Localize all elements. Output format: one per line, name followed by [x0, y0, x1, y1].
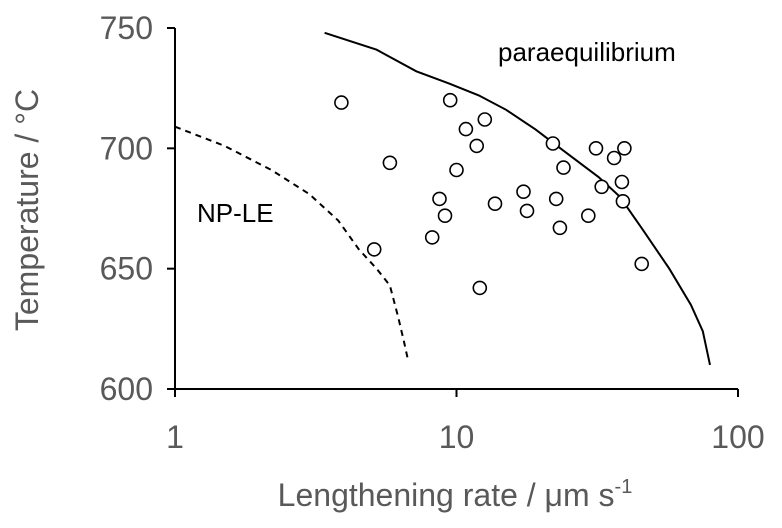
curves [174, 31, 711, 366]
y-tick-label: 750 [100, 10, 153, 46]
ticks: 600 650 700 750 1 10 100 [100, 10, 765, 455]
data-point [366, 242, 382, 257]
x-axis-title: Lengthening rate / μm s-1 [278, 476, 633, 513]
data-point [334, 95, 349, 110]
data-point [442, 92, 458, 108]
data-points [334, 92, 650, 296]
x-axis-title-superscript: -1 [615, 476, 633, 498]
data-point [449, 162, 464, 178]
data-point [424, 230, 440, 245]
data-point [580, 208, 596, 223]
data-point [437, 208, 453, 223]
x-axis-title-text: Lengthening rate / μm s [278, 477, 615, 513]
x-tick-label: 1 [166, 419, 184, 455]
y-tick-label: 700 [100, 130, 153, 166]
data-point [617, 141, 632, 156]
data-point [469, 138, 485, 154]
data-point [556, 160, 571, 175]
data-point [487, 196, 503, 211]
x-tick-label: 10 [439, 419, 475, 455]
data-point [548, 191, 564, 207]
y-tick-label: 600 [100, 371, 153, 407]
data-point [519, 203, 535, 219]
data-point [477, 112, 493, 127]
data-point [458, 121, 474, 137]
annotation-np-le: NP-LE [197, 198, 274, 228]
data-point [634, 256, 650, 272]
data-point [615, 194, 631, 209]
annotation-paraequilibrium: paraequilibrium [498, 37, 676, 67]
data-point [545, 136, 561, 151]
data-point [606, 150, 622, 166]
paraequilibrium-boundary-line [324, 31, 711, 366]
data-point [614, 174, 630, 190]
x-tick-label: 100 [711, 419, 764, 455]
data-point [516, 184, 531, 199]
data-point [552, 220, 568, 236]
data-point [382, 155, 398, 171]
np-le-boundary-line [174, 125, 409, 358]
data-point [472, 280, 488, 296]
y-tick-label: 650 [100, 251, 153, 287]
y-axis-title: Temperature / °C [9, 89, 45, 331]
data-point [432, 191, 447, 207]
data-point [594, 179, 610, 195]
data-point [588, 141, 604, 156]
